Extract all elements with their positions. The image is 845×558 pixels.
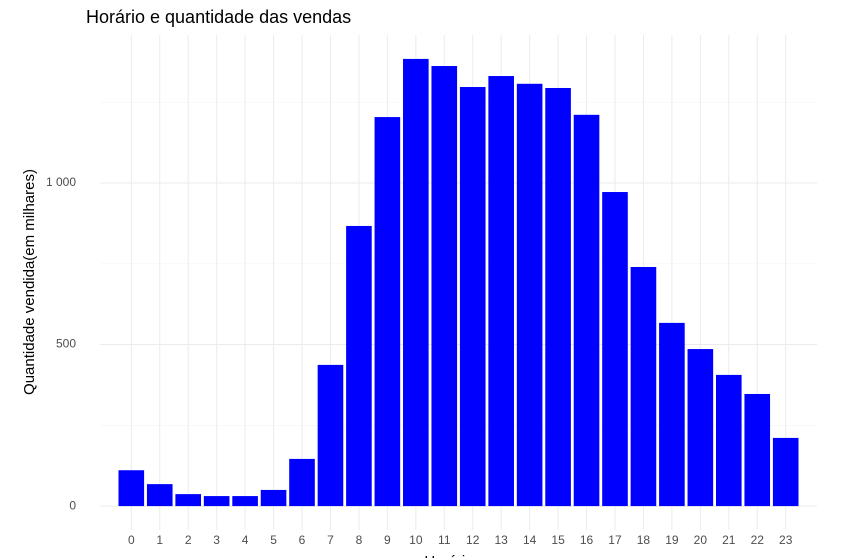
bar — [146, 484, 173, 507]
x-tick-label: 4 — [242, 533, 249, 547]
bar — [744, 393, 771, 507]
x-tick-label: 21 — [722, 533, 736, 547]
x-tick-label: 17 — [608, 533, 622, 547]
x-tick-label: 2 — [185, 533, 192, 547]
x-tick-label: 23 — [779, 533, 793, 547]
bar — [459, 87, 486, 507]
bar — [715, 374, 742, 507]
x-tick-label: 7 — [327, 533, 334, 547]
bar — [545, 87, 571, 507]
bar — [232, 496, 258, 507]
bar — [431, 66, 458, 507]
x-tick-label: 22 — [751, 533, 765, 547]
y-tick-label: 1 000 — [46, 175, 76, 189]
bar — [203, 496, 230, 507]
bar — [659, 322, 685, 507]
bar — [346, 225, 372, 507]
bar — [289, 458, 315, 507]
bar — [630, 266, 657, 507]
x-tick-label: 9 — [384, 533, 391, 547]
bar — [602, 192, 628, 507]
x-tick-label: 1 — [156, 533, 163, 547]
bar — [573, 114, 600, 507]
bar — [317, 364, 344, 507]
x-tick-label: 16 — [580, 533, 594, 547]
y-axis-label: Quantidade vendida(em milhares) — [21, 169, 38, 395]
x-tick-label: 20 — [694, 533, 708, 547]
x-tick-label: 15 — [551, 533, 565, 547]
y-tick-label: 500 — [56, 337, 76, 351]
bar — [175, 494, 202, 507]
x-axis-label: Horário — [424, 553, 473, 558]
bar — [488, 76, 514, 507]
x-tick-label: 19 — [665, 533, 679, 547]
x-tick-label: 12 — [466, 533, 480, 547]
bar — [516, 83, 543, 507]
x-tick-label: 5 — [270, 533, 277, 547]
x-tick-label: 11 — [438, 533, 451, 547]
bar — [260, 489, 287, 507]
x-tick-label: 8 — [356, 533, 363, 547]
bar — [687, 349, 714, 507]
x-tick-label: 13 — [494, 533, 508, 547]
x-tick-label: 0 — [128, 533, 135, 547]
chart-title: Horário e quantidade das vendas — [86, 7, 351, 27]
x-tick-label: 6 — [299, 533, 306, 547]
x-tick-label: 3 — [213, 533, 220, 547]
x-tick-label: 18 — [637, 533, 651, 547]
x-tick-label: 14 — [523, 533, 537, 547]
bar — [772, 437, 799, 507]
y-tick-label: 0 — [69, 498, 76, 512]
bar — [403, 58, 429, 507]
bar — [374, 117, 401, 507]
x-tick-label: 10 — [409, 533, 423, 547]
bar — [118, 470, 145, 507]
